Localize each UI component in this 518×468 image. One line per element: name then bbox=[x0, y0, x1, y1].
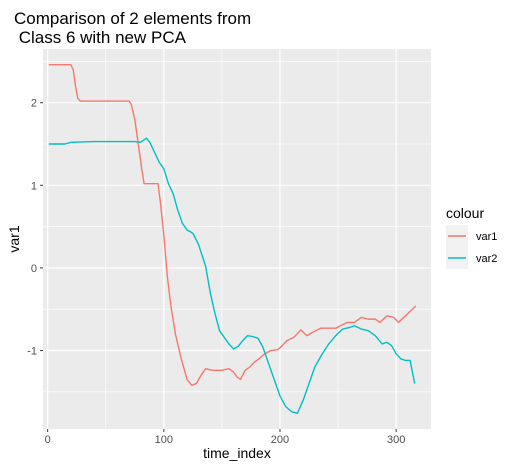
legend-label-var2: var2 bbox=[476, 253, 497, 265]
series-line-var2 bbox=[48, 137, 416, 414]
y-tick-label: 2 bbox=[31, 98, 37, 110]
series-lines bbox=[48, 64, 417, 414]
y-axis: -1 0 1 2 bbox=[27, 98, 43, 358]
y-tick-label: 1 bbox=[31, 180, 37, 192]
chart-title-line-2: Class 6 with new PCA bbox=[14, 28, 187, 47]
legend-label-var1: var1 bbox=[476, 231, 497, 243]
legend: colour var1 var2 bbox=[446, 205, 497, 269]
series-line-var1 bbox=[48, 64, 417, 386]
y-axis-title: var1 bbox=[6, 225, 22, 252]
x-tick-label: 300 bbox=[387, 434, 405, 446]
x-tick-label: 0 bbox=[45, 434, 51, 446]
x-axis: 0 100 200 300 bbox=[45, 429, 405, 446]
x-tick-label: 100 bbox=[155, 434, 173, 446]
y-tick-label: -1 bbox=[27, 346, 37, 358]
y-tick-label: 0 bbox=[31, 263, 37, 275]
gridlines bbox=[43, 49, 431, 429]
x-axis-title: time_index bbox=[203, 445, 271, 461]
legend-title: colour bbox=[446, 205, 484, 221]
chart-title-line-1: Comparison of 2 elements from bbox=[14, 9, 251, 28]
x-tick-label: 200 bbox=[271, 434, 289, 446]
plot-panel bbox=[43, 49, 431, 429]
